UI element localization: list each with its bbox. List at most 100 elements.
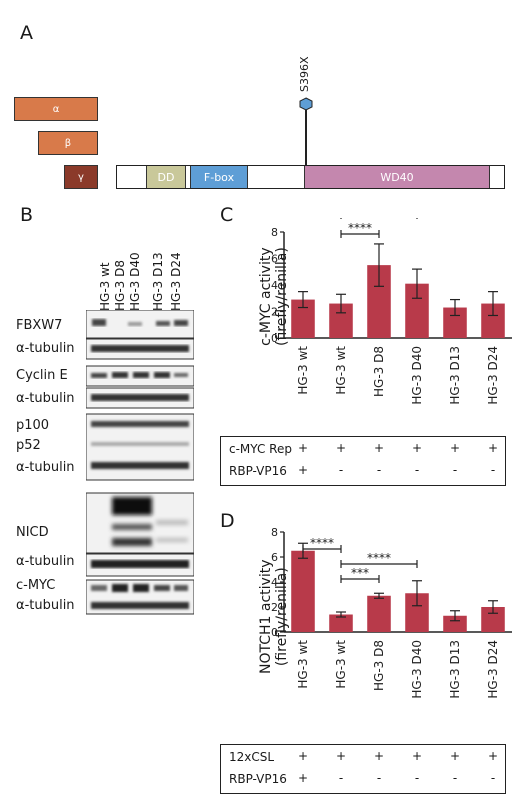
isoform-beta-label: β [64, 137, 72, 149]
lane-label: HG-3 D8 [113, 260, 127, 311]
isoform-alpha-label: α [52, 103, 60, 115]
chart-d-significance-label: **** [310, 536, 334, 550]
chart-d-significance-label: *** [351, 566, 369, 580]
chart-c-category-label: HG-3 D8 [372, 346, 386, 397]
chart-c-table-cell: + [449, 441, 461, 455]
table-row-label: RBP-VP16 [229, 772, 287, 786]
chart-c-table-cell: - [414, 463, 420, 477]
chart-d-category-label: HG-3 wt [296, 640, 310, 689]
chart-c-bar [291, 299, 315, 338]
isoform-gamma-bar: γ [64, 165, 98, 189]
chart-d-table-cell: + [411, 749, 423, 763]
chart-c-table-cell: + [373, 441, 385, 455]
chart-d-table-cell: + [297, 771, 309, 785]
chart-c-bar [405, 283, 429, 338]
chart-d-y-tick-label: 0.8 [270, 526, 278, 539]
chart-c-y-tick-label: 0.2 [270, 306, 278, 319]
chart-d-bar [329, 614, 353, 632]
chart-c-significance-label: **** [348, 221, 372, 235]
chart-c-category-label: HG-3 D13 [448, 346, 462, 405]
lane-label: HG-3 D24 [169, 252, 183, 311]
chart-d-bar [443, 615, 467, 632]
chart-c-bar [329, 303, 353, 338]
blot-label: α-tubulin [16, 554, 75, 569]
table-row-label: 12xCSL [229, 750, 275, 764]
chart-d-table-cell: + [449, 749, 461, 763]
chart-c-table-cell: - [338, 463, 344, 477]
chart-d-table-cell: - [490, 771, 496, 785]
blot-label: c-MYC [16, 578, 56, 593]
mutation-label: S396X [298, 56, 311, 92]
chart-c-category-label: HG-3 wt [296, 346, 310, 395]
chart-d-category-label: HG-3 D13 [448, 640, 462, 699]
lane-label: HG-3 wt [98, 262, 112, 311]
chart-c-category-label: HG-3 D24 [486, 346, 500, 405]
chart-d-category-label: HG-3 D24 [486, 640, 500, 699]
chart-d-bar [481, 607, 505, 632]
blot-label: α-tubulin [16, 391, 75, 406]
isoform-alpha-bar: α [14, 97, 98, 121]
western-blot-image [86, 310, 194, 615]
chart-d-category-label: HG-3 D8 [372, 640, 386, 691]
panel-c-letter: C [220, 204, 234, 226]
table-row-label: RBP-VP16 [229, 464, 287, 478]
blot-label: α-tubulin [16, 341, 75, 356]
chart-d-category-label: HG-3 wt [334, 640, 348, 689]
chart-c-bar [443, 307, 467, 338]
panel-a-letter: A [20, 22, 33, 44]
chart-d-y-tick-label: 0.6 [270, 551, 278, 564]
chart-c-condition-table: c-MYC Rep RBP-VP16 [220, 436, 506, 486]
blot-label: p100 [16, 418, 50, 433]
mutation-stem [305, 110, 307, 166]
chart-c-y-tick-label: 0.8 [270, 226, 278, 239]
chart-c-table-cell: - [490, 463, 496, 477]
lane-label: HG-3 D13 [151, 252, 165, 311]
domain-dd: DD [146, 166, 186, 188]
chart-d-y-tick-label: 0.0 [270, 626, 278, 639]
blot-label: NICD [16, 525, 49, 540]
blot-label: FBXW7 [16, 318, 63, 333]
chart-c-table-cell: + [411, 441, 423, 455]
domain-wd40-label: WD40 [380, 170, 414, 184]
chart-d-bar [405, 593, 429, 632]
chart-d-table-cell: - [376, 771, 382, 785]
chart-d-table-cell: - [414, 771, 420, 785]
domain-wd40: WD40 [304, 166, 490, 188]
chart-d-table-cell: + [335, 749, 347, 763]
chart-c-bar [481, 303, 505, 338]
blot-label: α-tubulin [16, 460, 75, 475]
chart-c-table-cell: + [487, 441, 499, 455]
chart-d-table-cell: + [373, 749, 385, 763]
panel-b-letter: B [20, 204, 34, 226]
chart-c-y-tick-label: 0.6 [270, 253, 278, 266]
chart-c-table-cell: + [297, 441, 309, 455]
chart-c-y-tick-label: 0.4 [270, 279, 278, 292]
chart-c-table-cell: + [335, 441, 347, 455]
chart-d: 0.0 0.2 0.4 0.6 0.8 HG-3 wt HG-3 wt HG-3 D8 HG-3… [270, 526, 512, 699]
chart-d-y-tick-label: 0.2 [270, 601, 278, 614]
domain-fbox-label: F-box [203, 170, 235, 184]
chart-d-table-cell: - [338, 771, 344, 785]
chart-d-y-tick-label: 0.4 [270, 576, 278, 589]
chart-c: 0.0 0.2 0.4 0.6 0.8 HG-3 wt HG-3 wt HG-3 D8 HG-3… [270, 218, 512, 405]
domain-dd-label: DD [157, 170, 175, 184]
chart-c-category-label: HG-3 D40 [410, 346, 424, 405]
chart-d-bar [291, 550, 315, 632]
domain-fbox: F-box [190, 166, 248, 188]
chart-c-category-label: HG-3 wt [334, 346, 348, 395]
chart-d-bar [367, 595, 391, 632]
panel-d-letter: D [220, 510, 235, 532]
table-row-label: c-MYC Rep [229, 442, 292, 456]
mutation-marker-icon [299, 97, 313, 111]
chart-c-table-cell: - [452, 463, 458, 477]
chart-d-significance-label: **** [367, 551, 391, 565]
blot-label: α-tubulin [16, 598, 75, 613]
chart-c-table-cell: - [376, 463, 382, 477]
blot-label: Cyclin E [16, 368, 68, 383]
isoform-beta-bar: β [38, 131, 98, 155]
chart-d-table-cell: + [487, 749, 499, 763]
isoform-gamma-label: γ [78, 171, 84, 183]
chart-d-condition-table: 12xCSL RBP-VP16 [220, 744, 506, 794]
chart-d-category-label: HG-3 D40 [410, 640, 424, 699]
lane-label: HG-3 D40 [128, 252, 142, 311]
